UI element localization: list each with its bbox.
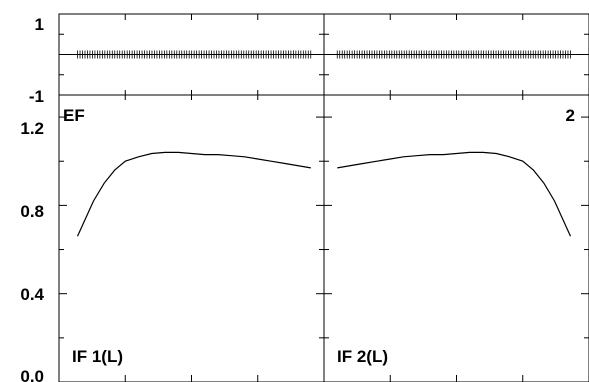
residual-ticks-if2 [336, 50, 571, 59]
corner-label-2: 2 [566, 106, 575, 125]
ytick-label-0-4: 0.4 [20, 285, 44, 304]
top-ytick-label-1: 1 [35, 15, 44, 34]
x-axis-ticks [124, 14, 524, 382]
panel-label-if2: IF 2(L) [337, 347, 388, 366]
ytick-label-0-8: 0.8 [20, 202, 44, 221]
top-panel: 1 -1 [29, 13, 589, 106]
main-panel: 1.2 0.8 0.4 0.0 EF 2 IF 1(L) IF 2(L) [20, 13, 589, 382]
series-line-if2 [337, 151, 572, 237]
corner-label-ef: EF [63, 106, 85, 125]
ytick-label-0-0: 0.0 [20, 367, 44, 382]
residual-ticks-if1 [77, 50, 312, 59]
series-line-if1 [76, 151, 311, 237]
ytick-label-1-2: 1.2 [20, 119, 44, 138]
panel-label-if1: IF 1(L) [72, 347, 123, 366]
main-panel-ticks [59, 13, 589, 382]
top-ytick-label-minus1: -1 [29, 87, 44, 106]
main-panel-left-frame [58, 94, 325, 382]
main-panel-right-frame [323, 94, 589, 382]
